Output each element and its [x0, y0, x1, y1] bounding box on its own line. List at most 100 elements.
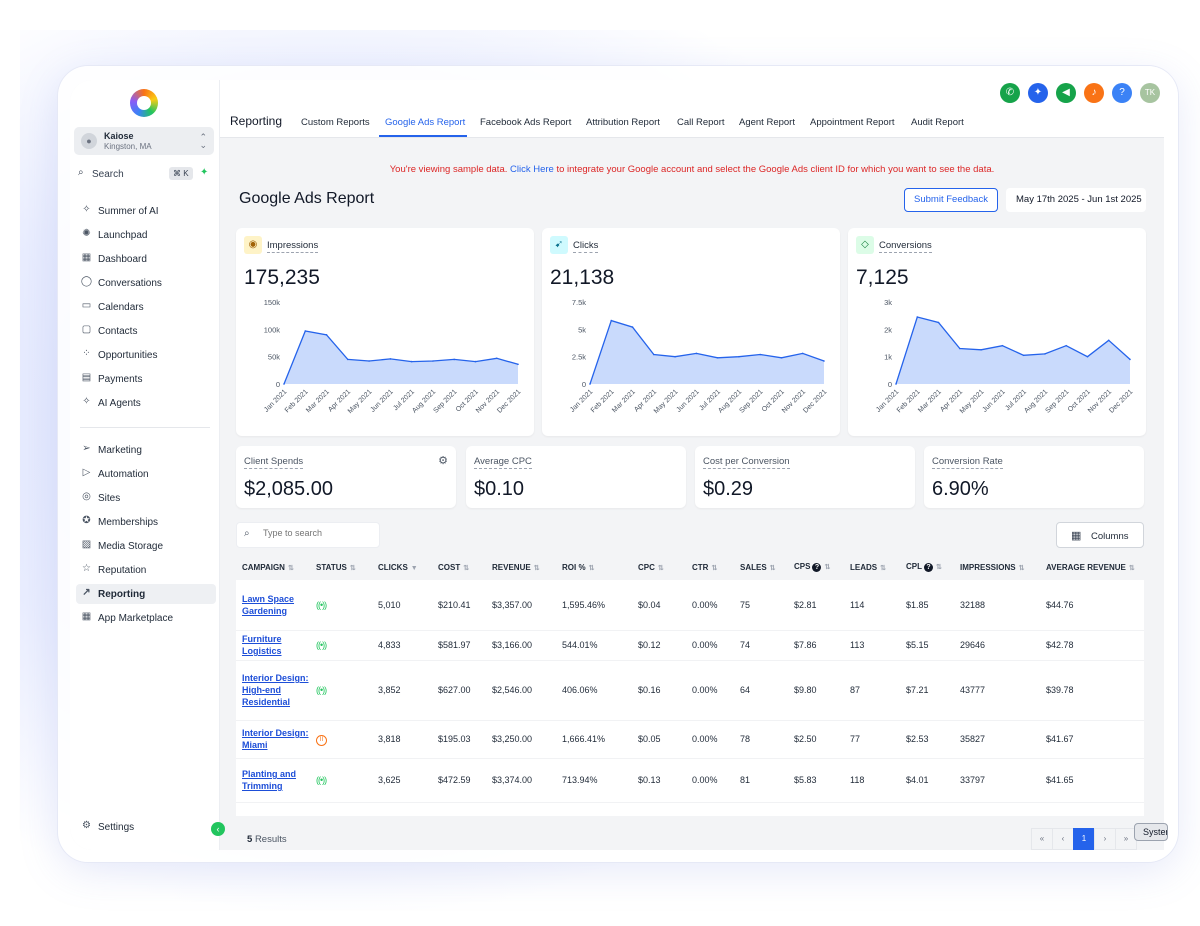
contact-icon: ▢ — [81, 324, 92, 335]
sidebar-item-calendars[interactable]: ▭ Calendars — [76, 297, 216, 317]
help-icon[interactable]: ? — [1112, 83, 1132, 103]
sample-data-notice: You're viewing sample data. Click Here t… — [220, 164, 1164, 175]
campaign-link[interactable]: Furniture Logistics — [242, 634, 282, 656]
column-header-cps[interactable]: CPS? ⇅ — [788, 554, 844, 580]
date-range-picker[interactable]: May 17th 2025 - Jun 1st 2025 — [1006, 188, 1146, 212]
sidebar-item-opportunities[interactable]: ⁘ Opportunities — [76, 345, 216, 365]
column-header-status[interactable]: STATUS ⇅ — [310, 554, 372, 580]
sidebar-item-app-marketplace[interactable]: ▦ App Marketplace — [76, 608, 216, 628]
prev-page-button[interactable]: ‹ — [1052, 828, 1074, 850]
column-header-sales[interactable]: SALES ⇅ — [734, 554, 788, 580]
column-header-impressions[interactable]: IMPRESSIONS ⇅ — [954, 554, 1040, 580]
column-header-label: CAMPAIGN — [242, 562, 285, 572]
help-icon[interactable]: ? — [924, 563, 933, 572]
sidebar-item-reporting[interactable]: ↗ Reporting — [76, 584, 216, 604]
sidebar-search[interactable]: ⌕ Search ⌘ K ✦ — [74, 164, 214, 184]
column-header-average-revenue[interactable]: AVERAGE REVENUE ⇅ — [1040, 554, 1144, 580]
campaign-link[interactable]: Planting and Trimming — [242, 769, 296, 791]
collapse-sidebar-icon[interactable]: ‹ — [211, 822, 225, 836]
data-point — [937, 321, 940, 324]
tab-custom-reports[interactable]: Custom Reports — [301, 117, 370, 128]
sidebar-item-payments[interactable]: ▤ Payments — [76, 369, 216, 389]
sidebar-item-launchpad[interactable]: ✺ Launchpad — [76, 225, 216, 245]
column-header-label: IMPRESSIONS — [960, 562, 1016, 572]
sidebar-item-ai-agents[interactable]: ✧ AI Agents — [76, 393, 216, 413]
grid-icon: ▦ — [81, 252, 92, 263]
sidebar-item-conversations[interactable]: ◯ Conversations — [76, 273, 216, 293]
y-tick-label: 2k — [884, 325, 892, 334]
account-switcher[interactable]: ● Kaiose Kingston, MA ⌃ ⌄ — [74, 127, 214, 155]
cell-sales: 64 — [740, 685, 751, 695]
column-header-cost[interactable]: COST ⇅ — [432, 554, 486, 580]
tab-audit-report[interactable]: Audit Report — [911, 117, 964, 128]
campaign-link[interactable]: Interior Design: Miami — [242, 728, 309, 750]
cell-leads: 77 — [850, 734, 861, 744]
data-point — [895, 383, 897, 385]
sidebar-item-label: Settings — [98, 822, 135, 833]
column-header-roi-[interactable]: ROI % ⇅ — [556, 554, 632, 580]
column-header-campaign[interactable]: CAMPAIGN ⇅ — [236, 554, 310, 580]
system-button[interactable]: System — [1134, 823, 1168, 841]
sidebar-item-label: Conversations — [98, 278, 162, 289]
app-logo[interactable] — [130, 89, 158, 117]
sidebar-item-label: Sites — [98, 493, 121, 504]
column-header-revenue[interactable]: REVENUE ⇅ — [486, 554, 556, 580]
cell-cpl: $4.01 — [906, 775, 929, 785]
tab-facebook-ads-report[interactable]: Facebook Ads Report — [480, 117, 572, 128]
columns-button[interactable]: ▦ Columns — [1056, 522, 1144, 548]
column-header-ctr[interactable]: CTR ⇅ — [686, 554, 734, 580]
column-header-cpc[interactable]: CPC ⇅ — [632, 554, 686, 580]
tab-attribution-report[interactable]: Attribution Report — [586, 117, 660, 128]
column-header-label: CPL — [906, 562, 922, 571]
y-tick-label: 7.5k — [572, 298, 586, 307]
tab-call-report[interactable]: Call Report — [677, 117, 725, 128]
tab-agent-report[interactable]: Agent Report — [739, 117, 795, 128]
bell-icon[interactable]: ♪ — [1084, 83, 1104, 103]
data-point — [1001, 344, 1004, 347]
phone-icon[interactable]: ✆ — [1000, 83, 1020, 103]
first-page-button[interactable]: « — [1031, 828, 1053, 850]
notice-prefix: You're viewing sample data. — [389, 164, 508, 175]
user-avatar[interactable]: TK — [1140, 83, 1160, 103]
sidebar-item-memberships[interactable]: ✪ Memberships — [76, 512, 216, 532]
campaign-link[interactable]: Interior Design: High-end Residential — [242, 673, 309, 707]
star-icon: ☆ — [82, 563, 91, 574]
column-header-cpl[interactable]: CPL? ⇅ — [900, 554, 954, 580]
sidebar-item-sites[interactable]: ◎ Sites — [76, 488, 216, 508]
sidebar-item-dashboard[interactable]: ▦ Dashboard — [76, 249, 216, 269]
cell-ctr: 0.00% — [692, 640, 718, 650]
megaphone-icon[interactable]: ◀ — [1056, 83, 1076, 103]
next-page-button[interactable]: › — [1094, 828, 1116, 850]
sidebar-item-reputation[interactable]: ☆ Reputation — [76, 560, 216, 580]
column-header-leads[interactable]: LEADS ⇅ — [844, 554, 900, 580]
kpi-value: $0.29 — [703, 478, 754, 500]
help-icon[interactable]: ? — [812, 563, 822, 572]
tab-appointment-report[interactable]: Appointment Report — [810, 117, 895, 128]
ai-sparkle-icon[interactable]: ✦ — [200, 167, 209, 178]
x-tick-label: Mar 2021 — [917, 388, 943, 414]
card-label: Clicks — [573, 240, 599, 253]
x-tick-label: Jun 2021 — [369, 388, 394, 413]
sidebar-item-settings[interactable]: ⚙ Settings — [76, 817, 216, 837]
column-header-clicks[interactable]: CLICKS ▼ — [372, 554, 432, 580]
page-button-current[interactable]: 1 — [1073, 828, 1095, 850]
cell-leads: 114 — [850, 599, 865, 610]
sidebar-item-summer-of-ai[interactable]: ✧ Summer of AI — [76, 201, 216, 221]
campaign-link[interactable]: Lawn Space Gardening — [242, 593, 295, 616]
kpi-average-cpc: Average CPC $0.10 — [466, 446, 686, 508]
sort-icon: ⇅ — [349, 564, 356, 572]
magic-icon[interactable]: ✦ — [1028, 83, 1048, 103]
sidebar-item-marketing[interactable]: ➢ Marketing — [76, 440, 216, 460]
status-cell: ((•)) — [310, 660, 372, 720]
submit-feedback-button[interactable]: Submit Feedback — [904, 188, 998, 212]
sidebar-item-media-storage[interactable]: ▨ Media Storage — [76, 536, 216, 556]
cell-avg-revenue: $39.78 — [1046, 685, 1074, 695]
table-search-input[interactable] — [263, 528, 373, 538]
integrate-link[interactable]: Click Here — [510, 164, 554, 175]
gear-icon[interactable]: ⚙ — [438, 455, 448, 467]
data-point — [453, 358, 455, 361]
data-point — [610, 319, 613, 322]
tab-google-ads-report[interactable]: Google Ads Report — [385, 117, 466, 128]
sidebar-item-automation[interactable]: ▷ Automation — [76, 464, 216, 484]
sidebar-item-contacts[interactable]: ▢ Contacts — [76, 321, 216, 341]
